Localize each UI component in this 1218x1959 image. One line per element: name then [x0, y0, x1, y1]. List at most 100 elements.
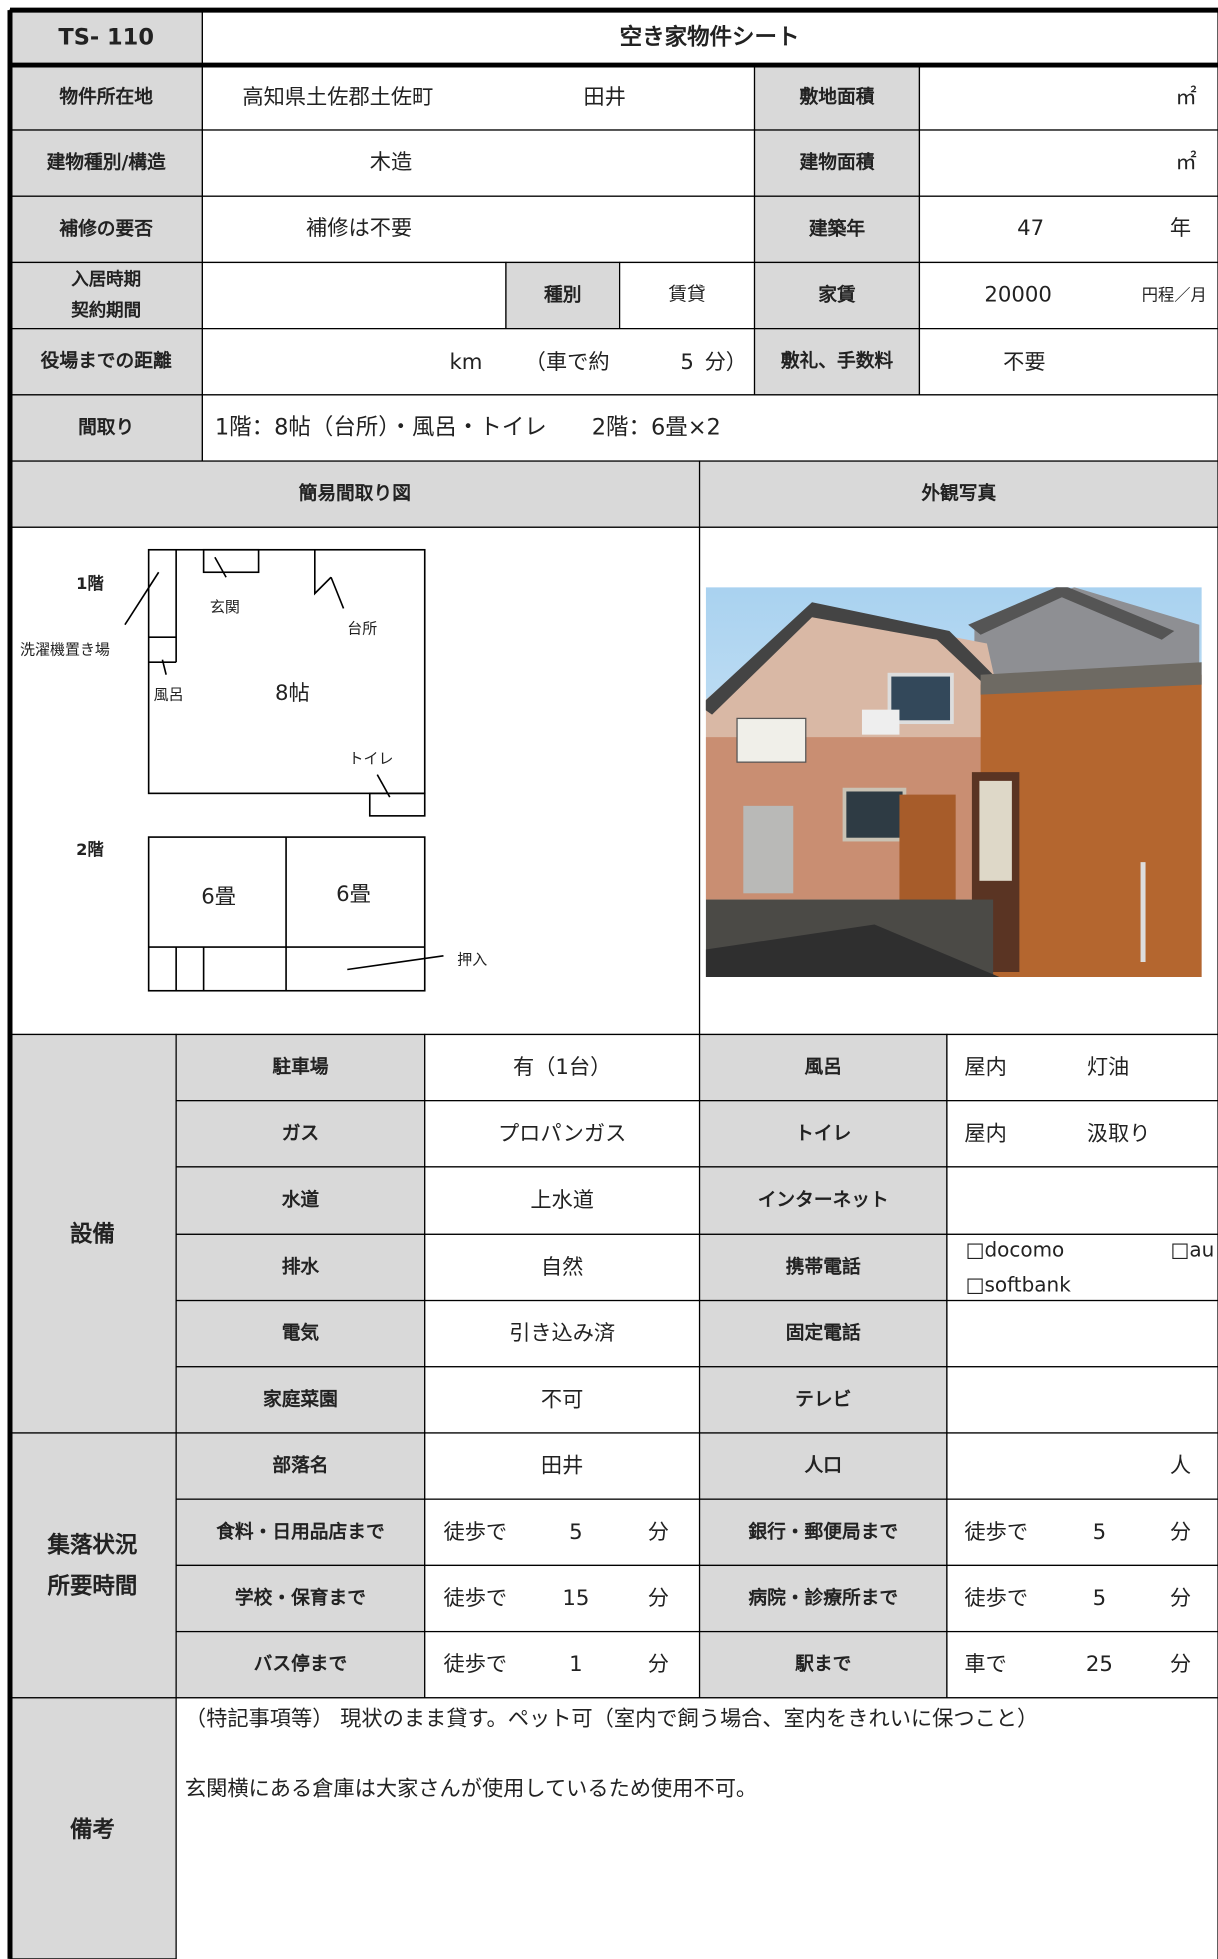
field-value: 徒歩で	[964, 1520, 1028, 1545]
exterior-photo	[705, 587, 1202, 978]
field-value: 1	[569, 1652, 583, 1677]
group-label: 所要時間	[47, 1574, 137, 1600]
floor-label: 1階	[76, 574, 104, 593]
field-value: 汲取り	[1087, 1121, 1151, 1146]
table-cell	[201, 328, 756, 396]
table-cell	[424, 1233, 701, 1302]
field-label: テレビ	[795, 1389, 851, 1410]
unit: 分	[648, 1652, 669, 1677]
field-value: 不要	[1003, 350, 1045, 375]
field-value: 引き込み済	[509, 1321, 615, 1346]
field-value: 田井	[583, 85, 625, 110]
option: □au	[1170, 1237, 1214, 1261]
field-value: 田井	[541, 1454, 583, 1479]
field-label: 役場までの距離	[41, 350, 172, 372]
option: □softbank	[966, 1272, 1072, 1296]
table-cell	[9, 9, 203, 66]
table-cell	[753, 328, 921, 396]
field-label: 間取り	[78, 417, 134, 438]
table-cell	[175, 1366, 426, 1434]
table-cell	[9, 64, 203, 131]
field-value: プロパンガス	[498, 1121, 626, 1146]
field-label: 携帯電話	[786, 1256, 861, 1278]
table-cell	[201, 261, 507, 330]
table-cell	[698, 1166, 948, 1235]
pointer	[330, 576, 345, 609]
field-label: インターネット	[758, 1190, 889, 1211]
table-cell	[946, 1233, 1218, 1302]
pointer	[214, 556, 227, 578]
field-label: 敷礼、手数料	[781, 350, 894, 372]
table-cell	[753, 261, 921, 330]
field-value: 1階：8帖（台所）・風呂・トイレ 2階：6畳×2	[215, 414, 721, 440]
table-cell	[946, 1100, 1218, 1168]
table-cell	[698, 1630, 948, 1699]
field-value: 灯油	[1087, 1055, 1129, 1080]
field-value: 47	[1017, 216, 1044, 241]
table-cell	[918, 129, 1218, 197]
table-cell	[9, 129, 203, 197]
field-value: 上水道	[530, 1188, 594, 1213]
table-cell	[175, 1033, 426, 1102]
field-label: 駅まで	[794, 1654, 851, 1675]
field-value: 徒歩で	[443, 1586, 507, 1611]
field-value: 20000	[984, 282, 1052, 307]
table-cell	[918, 64, 1218, 131]
field-value: 5	[680, 350, 694, 375]
field-value: 25	[1086, 1652, 1113, 1677]
room-label: 台所	[347, 619, 377, 637]
table-cell	[201, 394, 1218, 462]
table-cell	[505, 261, 621, 330]
option: □docomo	[966, 1237, 1065, 1261]
room-label: 風呂	[154, 686, 184, 704]
table-cell	[424, 1100, 701, 1168]
table-cell	[424, 1564, 701, 1633]
table-cell	[201, 64, 756, 131]
field-label: 敷地面積	[800, 86, 875, 108]
table-cell	[753, 129, 921, 197]
unit: 人	[1170, 1454, 1191, 1479]
field-label: 入居時期	[71, 269, 141, 290]
field-label: 排水	[282, 1256, 320, 1278]
unit: 分	[648, 1520, 669, 1545]
field-value: 15	[562, 1586, 589, 1611]
field-label: 簡易間取り図	[299, 483, 411, 505]
field-label: 建築年	[809, 218, 865, 240]
table-cell	[175, 1100, 426, 1168]
field-label: 補修の要否	[58, 218, 153, 240]
table-cell	[946, 1299, 1218, 1368]
floor1-outline	[147, 548, 426, 795]
field-label: 種別	[544, 284, 581, 306]
foreground: 1階 玄関 台所 洗濯機置き場 風呂 8帖 トイレ 2階 6畳 6畳 押入	[20, 548, 1202, 992]
unit: 分	[1170, 1586, 1191, 1611]
field-label: 駐車場	[272, 1056, 328, 1078]
table-cell	[424, 1033, 701, 1102]
field-label: トイレ	[795, 1123, 851, 1144]
field-value: 5	[569, 1520, 583, 1545]
table-cell	[698, 1564, 948, 1633]
group-label: 集落状況	[46, 1531, 137, 1558]
table-cell	[175, 1498, 426, 1567]
field-label: 銀行・郵便局まで	[748, 1521, 898, 1543]
toilet-box	[368, 792, 426, 817]
pointer	[376, 774, 391, 798]
floor-plan: 1階 玄関 台所 洗濯機置き場 風呂 8帖 トイレ 2階 6畳 6畳 押入	[20, 548, 487, 992]
table-cell	[753, 64, 921, 131]
pointer	[124, 571, 160, 626]
table-cell	[9, 261, 203, 330]
field-label: 病院・診療所まで	[748, 1587, 898, 1609]
field-value: 徒歩で	[443, 1520, 507, 1545]
entrance-box	[202, 548, 260, 574]
field-value: 木造	[370, 150, 412, 175]
field-value: 有（1台）	[513, 1055, 611, 1080]
field-label: 外観写真	[921, 483, 996, 505]
table-cell	[9, 1432, 177, 1699]
table-cell	[698, 1299, 948, 1368]
unit: 分	[1170, 1520, 1191, 1545]
table-cell	[618, 261, 756, 330]
table-cell	[946, 1498, 1218, 1567]
field-value: 自然	[541, 1255, 583, 1280]
unit: 円程／月	[1142, 285, 1207, 304]
table-cell	[918, 261, 1218, 330]
